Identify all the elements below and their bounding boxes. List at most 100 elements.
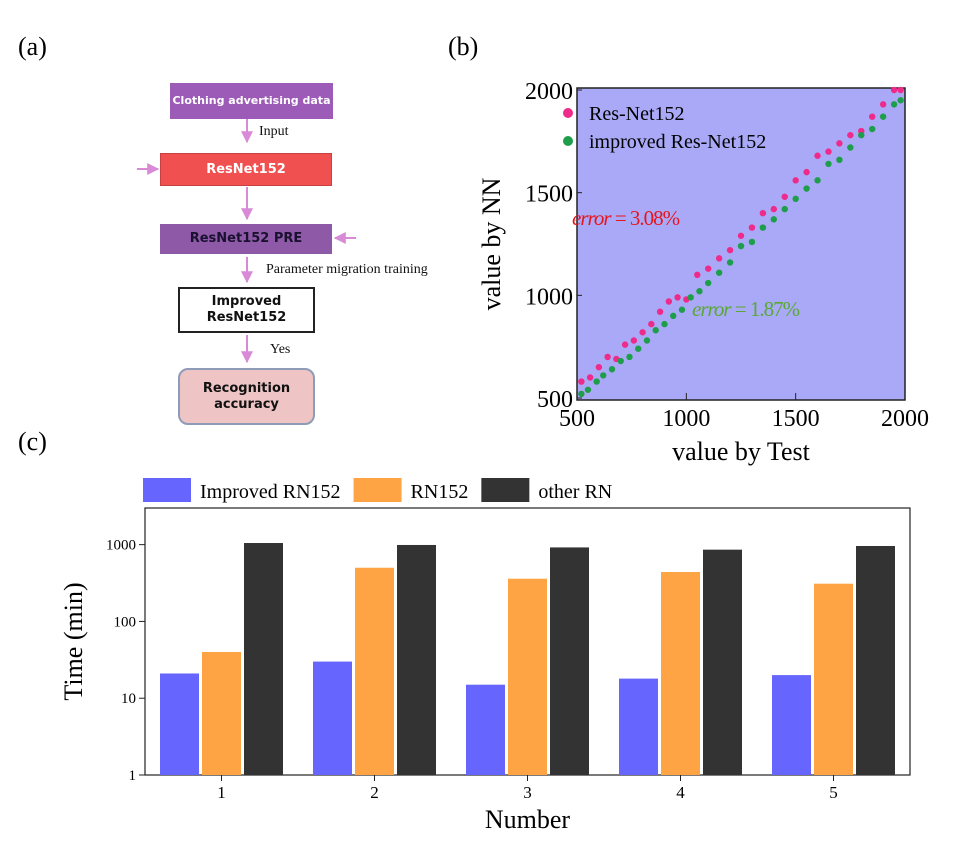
x-tick-label: 5 — [829, 783, 838, 802]
x-tick-label: 500 — [559, 406, 595, 432]
scatter-point — [621, 341, 629, 348]
scatter-point — [759, 224, 767, 231]
bar — [550, 547, 589, 775]
bar — [703, 549, 742, 775]
y-tick-label: 1000 — [106, 538, 136, 554]
diagram-node: ResNet152 — [160, 153, 332, 186]
legend-label: RN152 — [411, 481, 469, 503]
scatter-point — [661, 320, 668, 328]
scatter-point — [737, 232, 745, 239]
scatter-point — [635, 345, 642, 352]
panel-label: (c) — [18, 427, 47, 456]
x-tick-label: 1000 — [662, 406, 710, 432]
scatter-point — [593, 378, 600, 385]
scatter-point — [726, 259, 734, 266]
y-tick-label: 1000 — [525, 284, 573, 310]
scatter-point — [694, 271, 701, 278]
scatter-point — [869, 113, 876, 120]
scatter-point — [803, 168, 810, 176]
scatter-point — [825, 148, 832, 155]
y-tick-label: 2000 — [525, 79, 573, 105]
scatter-point — [696, 288, 703, 295]
annotation: error = 1.87% — [692, 297, 800, 321]
scatter-point — [705, 265, 712, 272]
scatter-point — [781, 193, 788, 200]
y-tick-label: 500 — [537, 387, 573, 413]
bar — [508, 578, 547, 775]
bar — [856, 545, 895, 775]
scatter-point — [879, 113, 887, 120]
scatter-point — [626, 353, 633, 361]
legend-label: other RN — [538, 481, 612, 503]
legend-label: improved Res-Net152 — [589, 131, 766, 153]
legend-label: Res-Net152 — [589, 103, 685, 125]
y-tick-label: 100 — [114, 614, 137, 630]
bar — [397, 544, 436, 775]
x-tick-label: 2000 — [881, 406, 929, 432]
scatter-point — [814, 177, 821, 184]
y-axis-label: value by NN — [477, 177, 506, 310]
annotation-part: = 1.87% — [731, 297, 800, 321]
bar — [661, 572, 700, 775]
scatter-point — [879, 101, 887, 108]
diagram-node: Improved ResNet152 — [178, 287, 315, 333]
bar — [619, 678, 658, 775]
scatter-point — [814, 152, 821, 159]
annotation: error = 3.08% — [572, 206, 680, 230]
scatter-point — [836, 140, 843, 147]
scatter-point — [595, 364, 603, 371]
legend-swatch — [143, 478, 191, 502]
scatter-point — [737, 242, 745, 250]
bar — [244, 543, 283, 775]
scatter-point — [665, 298, 673, 305]
scatter-point — [836, 156, 843, 164]
edge-label: Parameter migration training — [266, 262, 428, 277]
edge-label: Input — [259, 124, 289, 139]
scatter-point — [770, 216, 777, 223]
scatter-point — [687, 294, 694, 301]
scatter-point — [825, 160, 832, 168]
scatter-point — [715, 255, 723, 262]
bar — [814, 583, 853, 775]
x-tick-label: 4 — [676, 783, 685, 802]
scatter-point — [652, 327, 659, 334]
scatter-point — [770, 205, 777, 213]
x-tick-label: 2 — [370, 783, 379, 802]
scatter-point — [715, 269, 723, 276]
panel-label: (b) — [448, 32, 478, 61]
scatter-point — [803, 185, 810, 192]
scatter-point — [847, 144, 854, 151]
scatter-point — [617, 357, 624, 365]
y-tick-label: 10 — [121, 691, 136, 707]
diagram-node: Clothing advertising data — [170, 83, 333, 119]
x-tick-label: 1 — [217, 783, 226, 802]
scatter-point — [890, 101, 898, 108]
scatter-point — [604, 353, 611, 361]
bar — [313, 661, 352, 775]
bar — [160, 673, 199, 775]
scatter-point — [858, 131, 865, 139]
scatter-point — [639, 329, 646, 336]
bar — [772, 675, 811, 775]
scatter-point — [678, 306, 686, 313]
annotation-part: = 3.08% — [611, 206, 680, 230]
scatter-point — [608, 366, 616, 373]
scatter-point — [600, 372, 607, 379]
scatter-point — [586, 374, 594, 381]
bar — [202, 651, 241, 775]
scatter-point — [897, 86, 904, 94]
scatter-point — [705, 279, 712, 287]
scatter-point — [759, 210, 767, 217]
legend-marker — [563, 136, 573, 146]
scatter-point — [643, 337, 651, 344]
scatter-point — [748, 224, 756, 231]
diagram-node: ResNet152 PRE — [160, 224, 332, 254]
edge-label: Yes — [270, 342, 291, 357]
scatter-point — [726, 246, 734, 254]
y-axis-label: Time (min) — [59, 582, 88, 700]
x-axis-label: value by Test — [672, 437, 811, 466]
diagram-node: Recognition accuracy — [178, 368, 315, 425]
scatter-point — [578, 390, 585, 398]
y-tick-label: 1500 — [525, 182, 573, 208]
